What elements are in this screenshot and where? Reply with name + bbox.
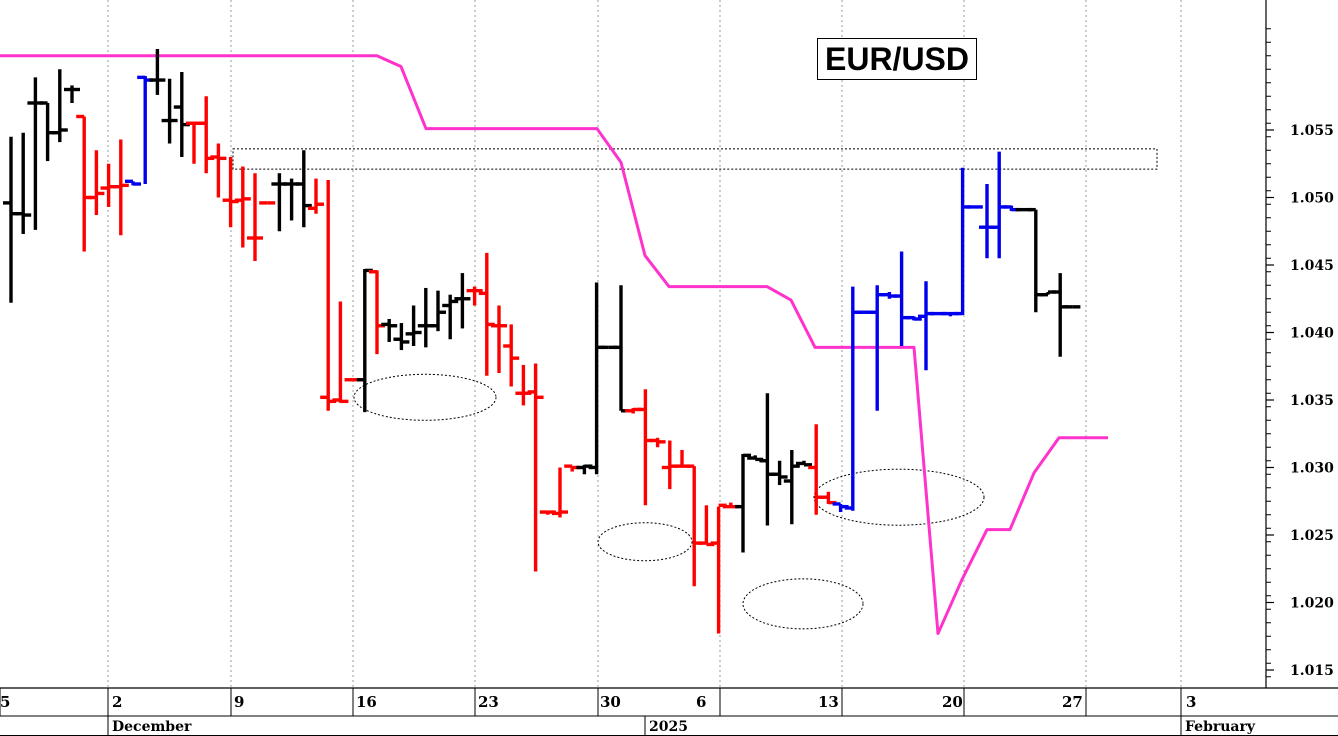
y-tick-label: 1.050 [1290, 191, 1334, 207]
y-tick-label: 1.055 [1290, 123, 1334, 139]
x-tick-label: 23 [478, 693, 499, 711]
x-tick-label: 9 [234, 693, 244, 711]
ohlc-bar [149, 49, 166, 95]
highlight-ellipse [742, 578, 864, 630]
ohlc-bar [491, 305, 507, 373]
y-tick-label: 1.040 [1290, 326, 1334, 342]
ohlc-bar [125, 179, 141, 186]
ohlc-bar [771, 460, 788, 486]
x-tick-label: 6 [696, 693, 706, 711]
ohlc-bar [15, 132, 32, 234]
month-label: 2025 [649, 719, 688, 735]
ohlc-bar [552, 467, 568, 518]
x-tick-label: 3 [1186, 693, 1196, 711]
ohlc-bar [381, 319, 398, 342]
ohlc-bar [735, 453, 751, 553]
highlight-ellipse [597, 522, 693, 562]
ohlc-bar [454, 273, 471, 329]
ohlc-bar [88, 150, 105, 216]
highlight-ellipses [353, 373, 985, 630]
ohlc-bar [405, 305, 422, 346]
month-label: February [1185, 719, 1256, 735]
band-polyline [0, 54, 1108, 636]
x-tick-label: 20 [942, 693, 963, 711]
ohlc-bar [905, 315, 922, 321]
month-label: December [112, 719, 192, 735]
ohlc-bar [503, 324, 520, 387]
ohlc-bar [796, 460, 812, 467]
ohlc-bar [51, 69, 68, 143]
ohlc-bar [64, 85, 80, 103]
y-tick-label: 1.030 [1290, 461, 1334, 477]
ohlc-bar [247, 173, 263, 261]
ohlc-bar [393, 323, 410, 351]
ohlc-bar [295, 150, 312, 228]
x-tick-label: 13 [818, 693, 839, 711]
x-tick-label: 2 [112, 693, 122, 711]
chart-title: EUR/USD [817, 38, 977, 80]
ohlc-bar [649, 437, 666, 448]
highlight-ellipse [353, 373, 497, 421]
x-tick-label: 16 [356, 693, 377, 711]
ohlc-bar [234, 166, 251, 248]
y-tick-label: 1.045 [1290, 258, 1334, 274]
band-line [0, 54, 1108, 636]
ohlc-bar [783, 449, 800, 525]
highlight-ellipse [813, 468, 985, 526]
ohlc-bar [966, 205, 983, 209]
price-bars [3, 49, 1081, 634]
ohlc-bar [308, 178, 324, 214]
ohlc-bar [332, 301, 349, 404]
ohlc-bar [466, 286, 483, 306]
ohlc-bar [210, 143, 227, 198]
ohlc-bar [161, 78, 178, 144]
x-tick-label: 5 [0, 693, 10, 711]
x-axis-labels: 5 2 9 16 23 30 6 13 20 27 3 [0, 688, 1196, 716]
y-tick-label: 1.020 [1290, 596, 1334, 612]
x-tick-label: 30 [600, 693, 621, 711]
month-labels: December 2025 February [107, 716, 1256, 736]
y-tick-label: 1.025 [1290, 528, 1334, 544]
x-tick-label: 27 [1062, 693, 1083, 711]
y-tick-label: 1.035 [1290, 393, 1334, 409]
ohlc-bar [430, 290, 446, 332]
y-axis-labels: 1.015 1.020 1.025 1.030 1.035 1.040 1.045 1.050… [1266, 28, 1334, 679]
ohlc-bar [527, 363, 544, 572]
ohlc-bar [442, 294, 459, 340]
resistance-zone-rect [232, 148, 1158, 170]
resistance-zone [232, 148, 1158, 170]
ohlc-bar [112, 139, 129, 236]
y-tick-label: 1.015 [1290, 663, 1334, 679]
